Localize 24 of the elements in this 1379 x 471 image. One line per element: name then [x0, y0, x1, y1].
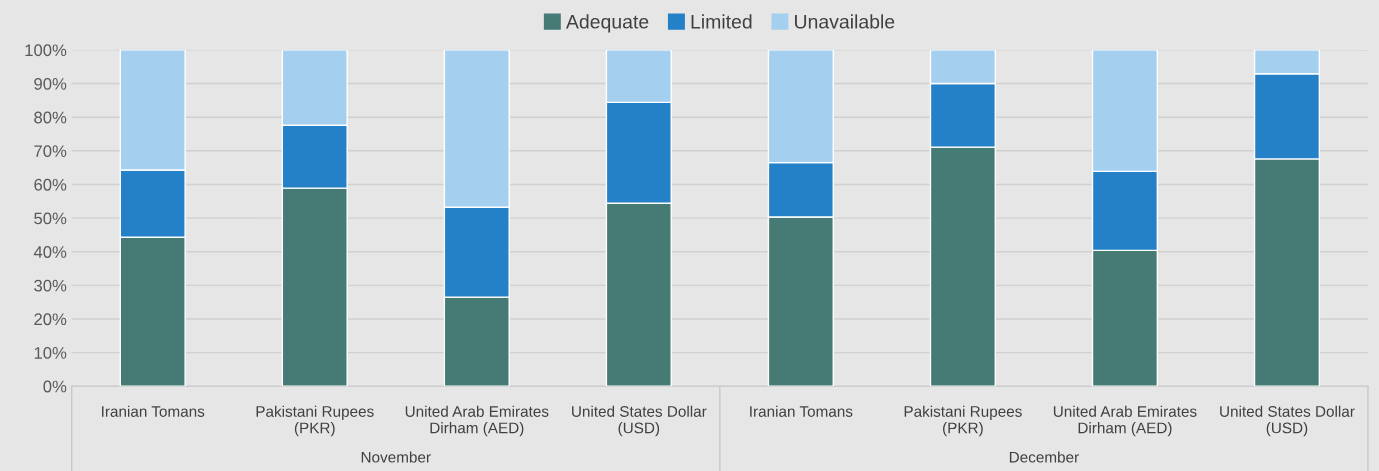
- legend-label: Unavailable: [795, 14, 895, 29]
- y-tick-label: 100%: [25, 44, 67, 57]
- legend-label: Limited: [691, 14, 752, 29]
- y-tick-label: 60%: [34, 178, 67, 191]
- y-tick-label: 0%: [43, 380, 67, 393]
- y-tick-label: 70%: [34, 145, 67, 158]
- y-tick-label: 30%: [34, 279, 67, 292]
- text: December: [1009, 451, 1079, 463]
- y-tick-label: 40%: [33, 246, 67, 258]
- y-tick-label: 50%: [34, 212, 67, 225]
- x-tick-label: United States Dollar (USD): [572, 405, 707, 437]
- y-tick-label: 90%: [34, 77, 67, 90]
- x-tick-label: Iranian Tomans: [750, 405, 853, 417]
- text: November: [361, 451, 431, 463]
- x-tick-label: Pakistani Rupees (PKR): [904, 405, 1022, 437]
- y-tick-label: 20%: [34, 313, 67, 326]
- y-tick-label: 80%: [34, 111, 67, 124]
- x-tick-label: Pakistani Rupees (PKR): [256, 405, 374, 437]
- legend-label: Adequate: [565, 14, 649, 33]
- x-tick-label: Iranian Tomans: [102, 405, 205, 417]
- x-tick-label: United Arab Emirates Dirham (AED): [405, 405, 549, 437]
- x-tick-label: United States Dollar (USD): [1220, 405, 1355, 437]
- y-tick-label: 10%: [34, 346, 67, 359]
- x-tick-label: United Arab Emirates Dirham (AED): [1053, 405, 1197, 437]
